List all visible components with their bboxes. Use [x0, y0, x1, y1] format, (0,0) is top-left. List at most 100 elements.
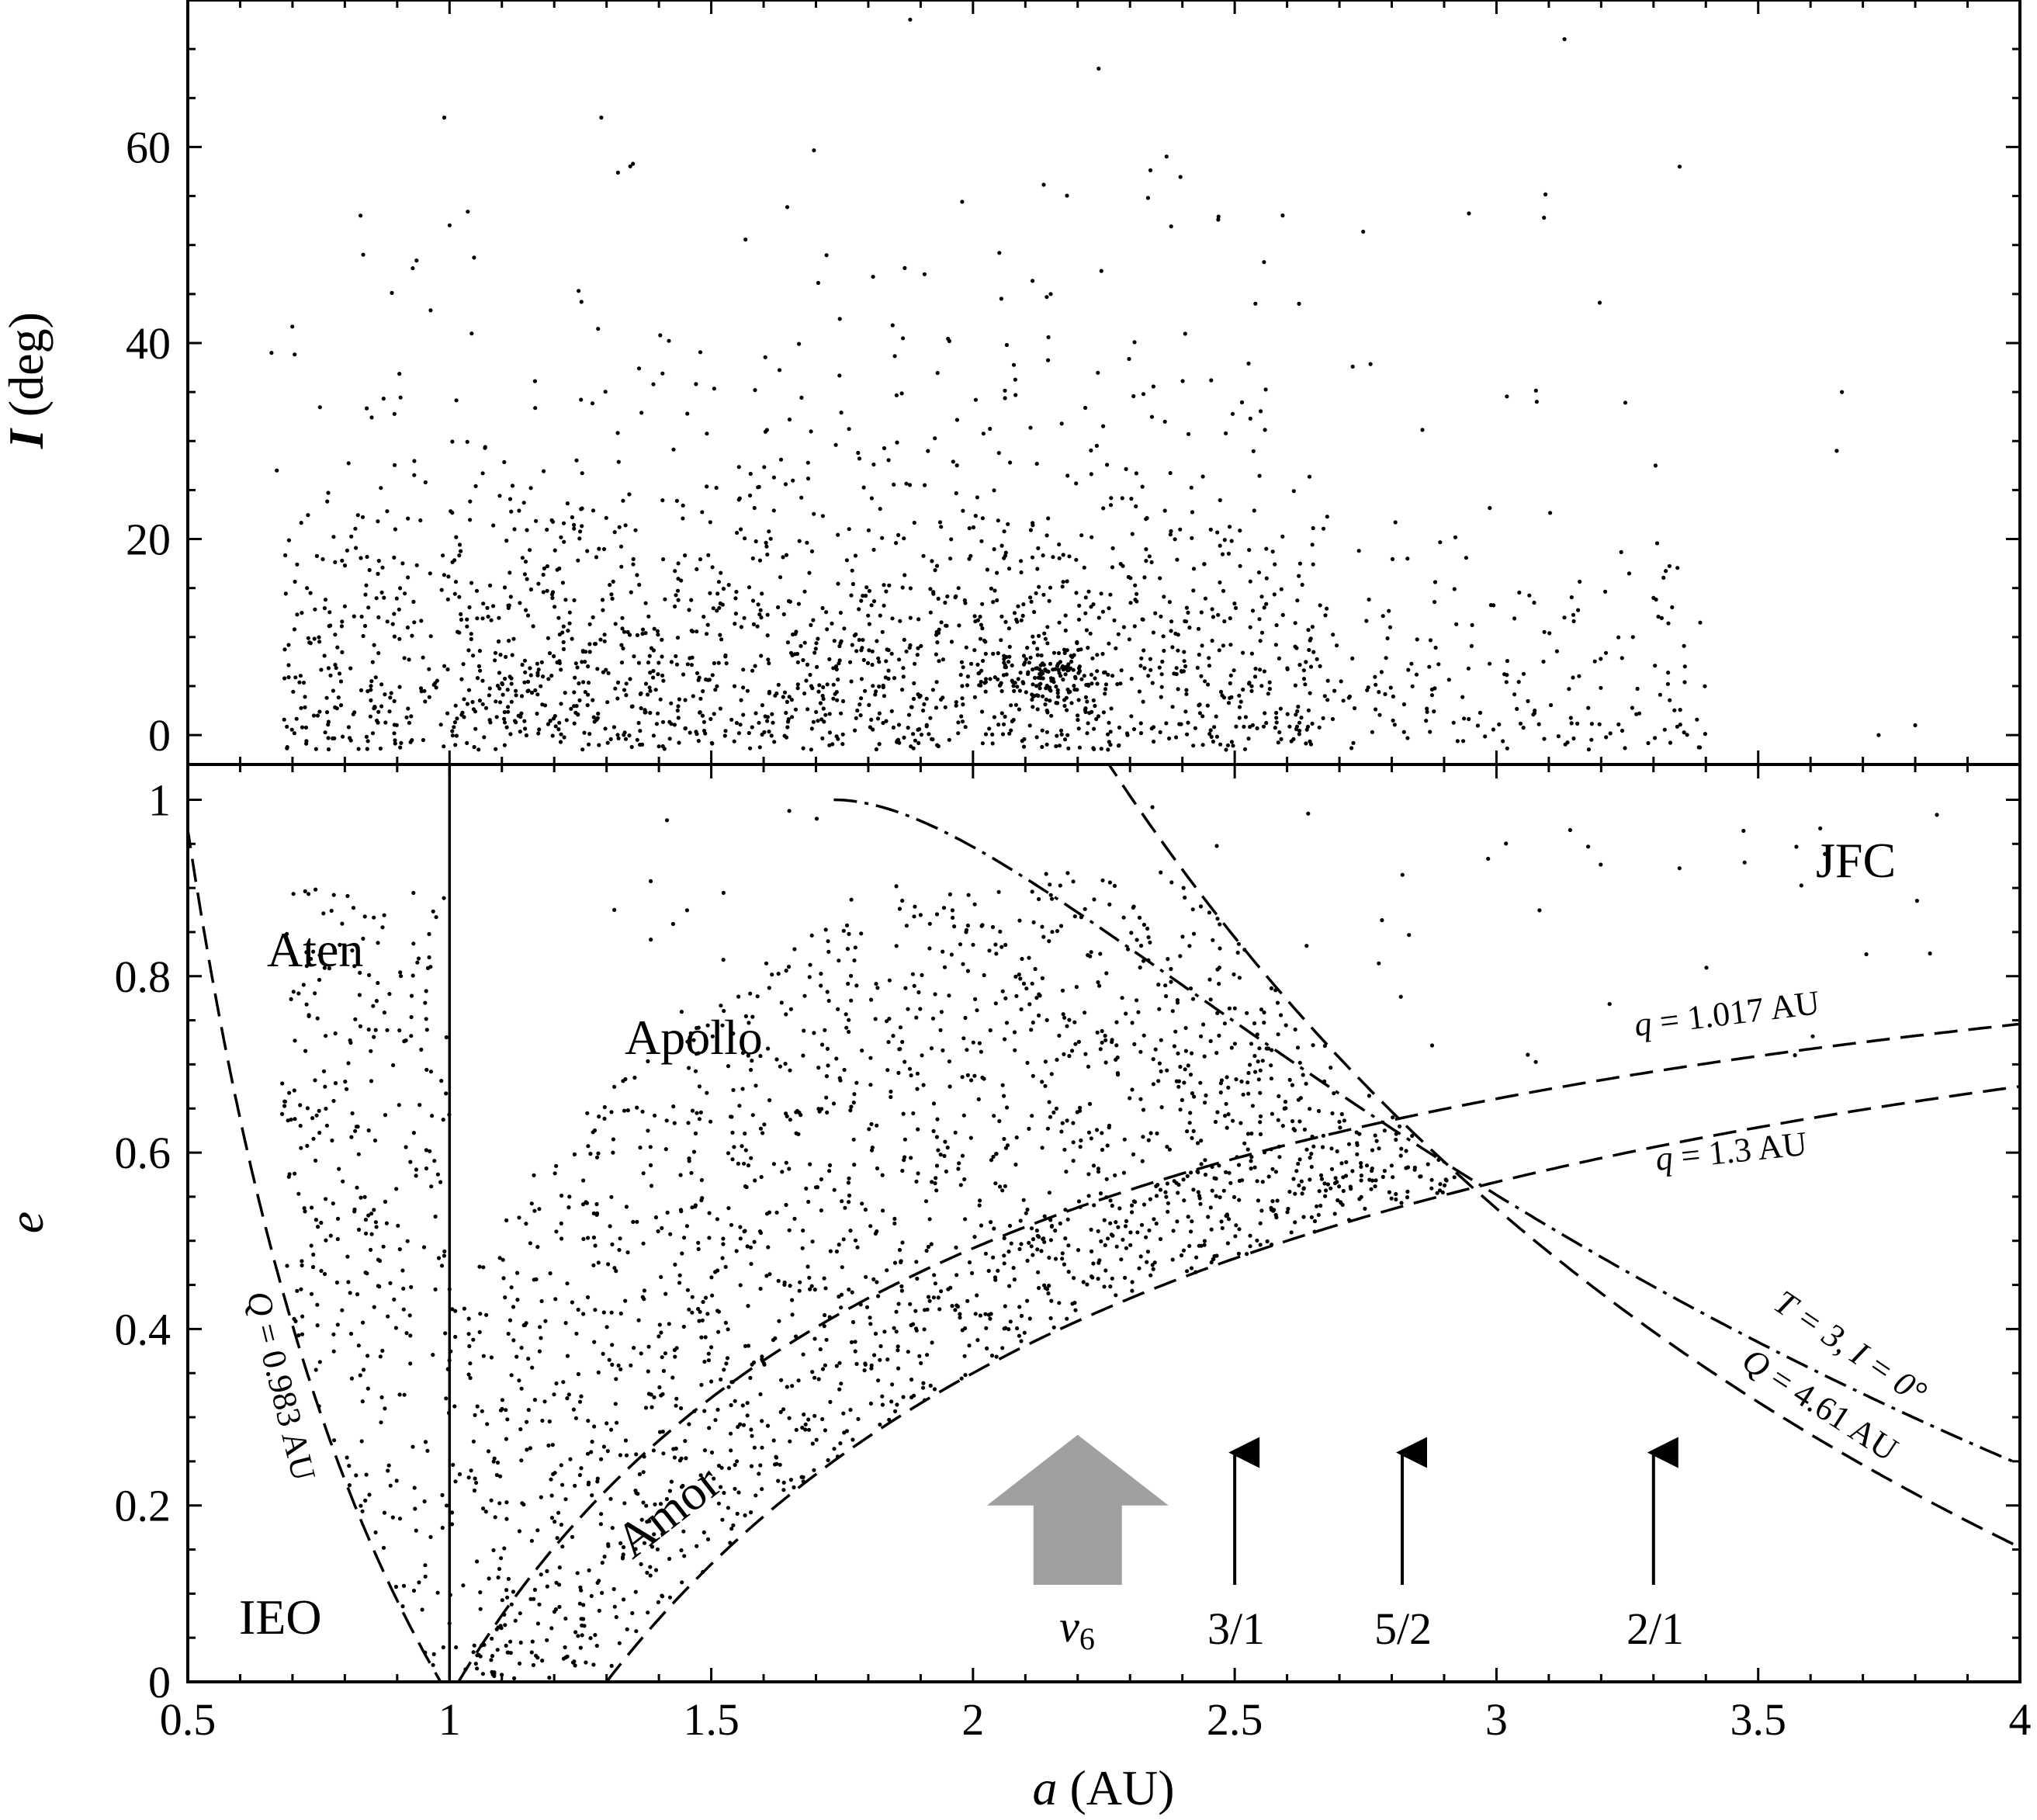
scatter-point-bottom	[1237, 1198, 1242, 1202]
scatter-point-top	[852, 633, 857, 638]
scatter-point-top	[679, 578, 684, 583]
scatter-point-top	[621, 498, 625, 503]
scatter-point-top	[736, 497, 741, 502]
scatter-point-top	[787, 695, 792, 699]
scatter-point-top	[959, 714, 964, 719]
scatter-point-top	[973, 514, 978, 518]
scatter-point-top	[1035, 647, 1040, 651]
scatter-point-top	[823, 712, 828, 717]
scatter-point-bottom	[1141, 922, 1146, 927]
scatter-point-top	[961, 702, 965, 707]
scatter-point-bottom	[724, 1361, 729, 1366]
scatter-point-bottom	[618, 1453, 623, 1458]
scatter-point-top	[1004, 672, 1009, 677]
scatter-point-bottom	[740, 1403, 745, 1408]
scatter-point-bottom	[599, 1457, 604, 1461]
scatter-point-bottom	[947, 892, 952, 896]
scatter-point-bottom	[1019, 1007, 1024, 1012]
scatter-point-bottom	[869, 1363, 874, 1368]
scatter-point-top	[469, 581, 474, 585]
scatter-point-top	[297, 680, 302, 685]
scatter-point-top	[1279, 587, 1284, 591]
scatter-point-bottom	[1293, 1191, 1297, 1196]
scatter-point-top	[526, 688, 531, 693]
scatter-point-bottom	[1037, 896, 1041, 902]
scatter-point-top	[854, 716, 858, 720]
scatter-point-top	[1262, 669, 1266, 674]
scatter-point-top	[282, 717, 286, 722]
scatter-point-bottom	[1276, 1032, 1280, 1037]
scatter-point-top	[629, 744, 634, 750]
scatter-point-top	[1048, 688, 1053, 693]
scatter-point-bottom	[1114, 1043, 1119, 1048]
scatter-point-top	[1502, 672, 1507, 677]
scatter-point-bottom	[568, 1457, 573, 1461]
scatter-point-bottom	[1269, 1063, 1273, 1068]
scatter-point-bottom	[1341, 1188, 1346, 1194]
scatter-point-bottom	[1224, 1170, 1228, 1174]
scatter-point-top	[1189, 485, 1193, 490]
scatter-point-top	[1250, 608, 1256, 613]
scatter-point-top	[1058, 660, 1062, 664]
scatter-point-bottom	[547, 1419, 552, 1424]
scatter-point-bottom	[363, 1271, 368, 1275]
scatter-point-top	[1325, 698, 1330, 702]
scatter-point-bottom	[810, 1239, 815, 1244]
scatter-point-bottom	[1238, 1121, 1243, 1125]
scatter-point-bottom	[1317, 1189, 1322, 1194]
scatter-point-bottom	[515, 1298, 520, 1302]
scatter-point-top	[840, 742, 845, 747]
scatter-point-bottom	[696, 1240, 701, 1245]
scatter-point-top	[1569, 721, 1574, 726]
scatter-point-bottom	[400, 1268, 405, 1273]
scatter-point-top	[1065, 473, 1070, 478]
scatter-point-bottom	[577, 1601, 583, 1606]
scatter-point-bottom	[379, 1395, 384, 1399]
scatter-point-bottom	[967, 1343, 972, 1348]
scatter-point-bottom	[1323, 1194, 1328, 1198]
scatter-point-bottom	[659, 1274, 663, 1279]
scatter-point-bottom	[1137, 915, 1142, 920]
scatter-point-bottom	[996, 1268, 1000, 1273]
scatter-point-bottom	[586, 1144, 591, 1149]
scatter-point-bottom	[1002, 1253, 1006, 1258]
scatter-point-bottom	[1249, 1155, 1254, 1160]
scatter-point-top	[1069, 701, 1074, 705]
scatter-point-top	[1237, 705, 1242, 709]
scatter-point-top	[491, 523, 496, 528]
scatter-point-top	[896, 532, 901, 538]
scatter-point-bottom	[691, 1038, 696, 1042]
scatter-point-top	[1031, 705, 1035, 709]
scatter-point-bottom	[823, 1363, 827, 1368]
scatter-point-bottom	[660, 1594, 665, 1599]
scatter-point-bottom	[852, 1092, 857, 1097]
scatter-point-top	[409, 714, 414, 719]
scatter-point-bottom	[802, 1412, 806, 1417]
scatter-point-bottom	[1176, 1084, 1181, 1089]
scatter-point-top	[390, 622, 395, 626]
scatter-point-bottom	[556, 1510, 561, 1515]
scatter-point-bottom	[1198, 904, 1204, 909]
scatter-point-bottom	[961, 962, 965, 966]
scatter-point-top	[857, 607, 861, 612]
scatter-point-top	[1174, 735, 1179, 740]
scatter-point-bottom	[1035, 1233, 1040, 1238]
scatter-point-bottom	[511, 1589, 516, 1594]
scatter-point-top	[745, 688, 750, 693]
scatter-point-top	[1041, 553, 1045, 558]
scatter-point-top	[1226, 551, 1231, 556]
scatter-point-top	[1041, 182, 1046, 187]
scatter-point-top	[1518, 721, 1523, 726]
scatter-point-bottom	[1218, 1090, 1223, 1095]
scatter-point-top	[1054, 744, 1058, 749]
scatter-point-bottom	[685, 1039, 690, 1044]
scatter-point-top	[419, 619, 424, 623]
scatter-point-top	[717, 605, 722, 610]
scatter-point-top	[1311, 650, 1316, 654]
scatter-point-top	[421, 655, 425, 660]
scatter-point-bottom	[1256, 1059, 1260, 1064]
scatter-point-top	[977, 683, 982, 688]
scatter-point-top	[628, 164, 632, 168]
scatter-point-bottom	[386, 1468, 390, 1473]
scatter-point-top	[747, 585, 752, 590]
